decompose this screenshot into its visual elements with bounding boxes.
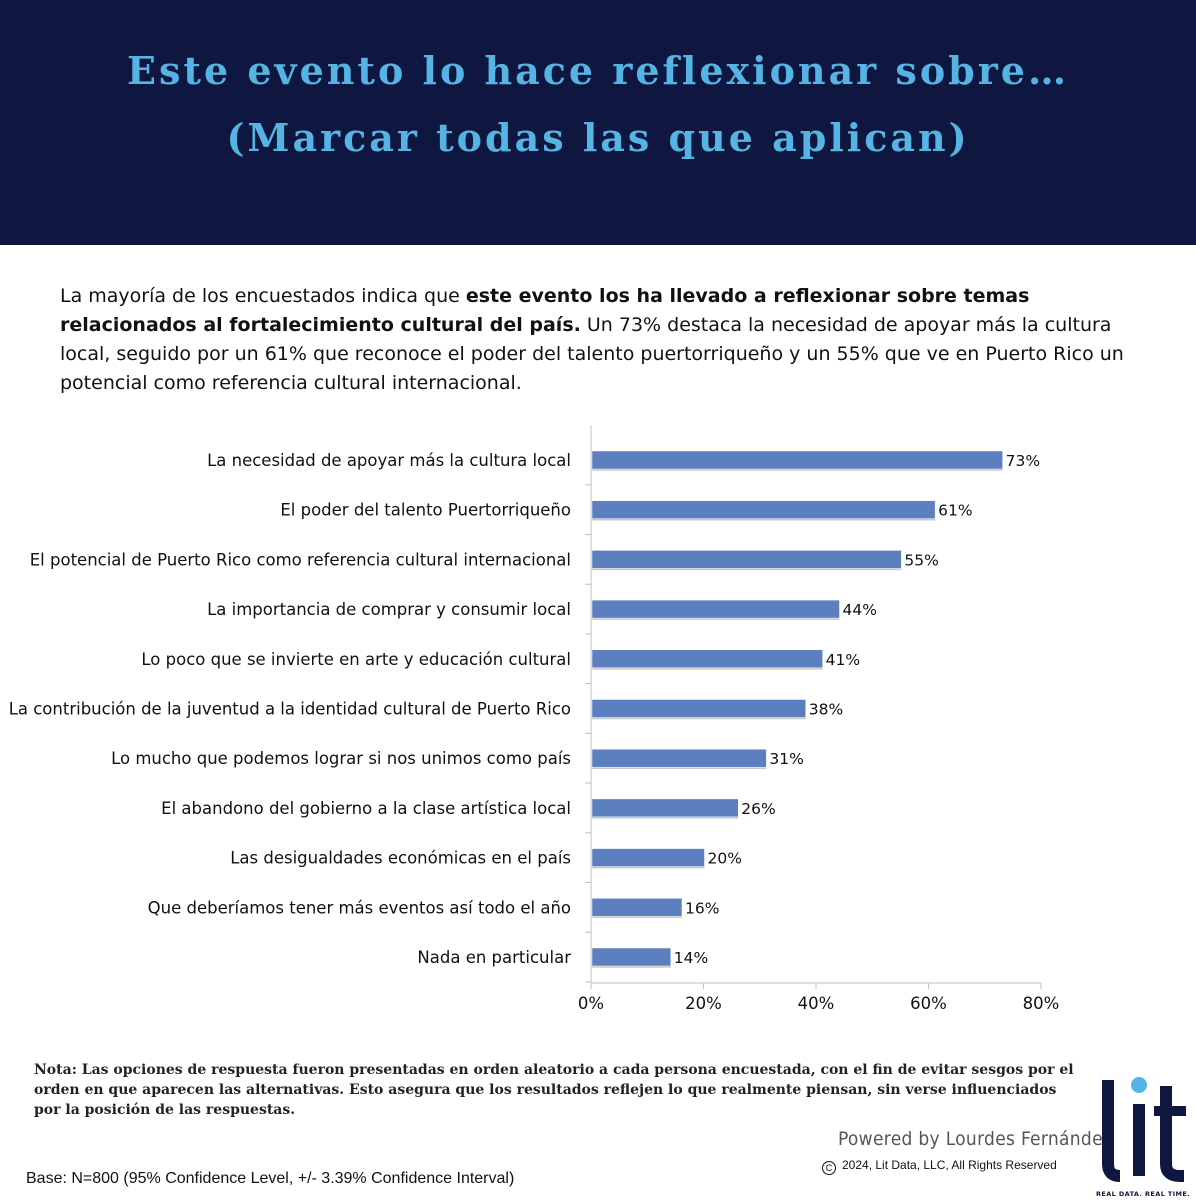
copyright-text: C 2024, Lit Data, LLC, All Rights Reserve… [822, 1158, 1057, 1175]
bar [591, 599, 840, 619]
logo-l-stroke [1102, 1080, 1121, 1182]
bar [591, 649, 823, 669]
logo-t-stroke [1160, 1086, 1184, 1182]
bar [591, 798, 739, 818]
data-label: 14% [674, 949, 708, 967]
bar [591, 450, 1003, 470]
methodology-note: Nota: Las opciones de respuesta fueron p… [34, 1060, 1084, 1120]
lit-logo: REAL DATA. REAL TIME. [1096, 1077, 1190, 1198]
copyright-icon: C [822, 1161, 836, 1175]
bar [591, 748, 767, 768]
bar-chart: La necesidad de apoyar más la cultura lo… [9, 425, 1060, 1013]
note-text: : Las opciones de respuesta fueron prese… [34, 1062, 1074, 1118]
category-label: Nada en particular [417, 948, 571, 967]
data-label: 41% [826, 651, 860, 669]
data-label: 26% [741, 800, 775, 818]
data-label: 38% [809, 701, 843, 719]
x-tick-label: 0% [578, 994, 604, 1013]
data-label: 61% [938, 502, 972, 520]
category-label: El abandono del gobierno a la clase artí… [161, 799, 571, 818]
bar [591, 947, 671, 967]
category-label: El potencial de Puerto Rico como referen… [30, 550, 571, 569]
category-label: El poder del talento Puertorriqueño [280, 501, 571, 520]
x-tick-label: 60% [910, 994, 947, 1013]
category-label: Lo mucho que podemos lograr si nos unimo… [111, 749, 571, 768]
category-label: Las desigualdades económicas en el país [230, 849, 571, 868]
bar [591, 898, 683, 917]
intro-text-bold: este evento los ha llevado a reflexionar… [60, 285, 1030, 336]
bar [591, 500, 936, 519]
logo-tagline: REAL DATA. REAL TIME. [1096, 1190, 1190, 1198]
x-tick-label: 80% [1023, 994, 1060, 1013]
logo-i-stroke [1133, 1104, 1145, 1176]
category-label: La necesidad de apoyar más la cultura lo… [207, 451, 571, 470]
data-label: 16% [685, 899, 719, 917]
base-footnote: Base: N=800 (95% Confidence Level, +/- 3… [26, 1170, 515, 1187]
bar [591, 550, 902, 569]
logo-dot [1131, 1077, 1147, 1093]
category-label: Que deberíamos tener más eventos así tod… [148, 898, 571, 917]
data-label: 20% [708, 850, 742, 868]
bar [591, 848, 705, 867]
logo-t-crossbar [1154, 1106, 1186, 1116]
category-label: La importancia de comprar y consumir loc… [207, 600, 571, 619]
intro-paragraph: La mayoría de los encuestados indica que… [60, 282, 1150, 398]
data-label: 73% [1006, 452, 1040, 470]
data-label: 55% [904, 551, 938, 569]
data-label: 31% [769, 750, 803, 768]
category-label: Lo poco que se invierte en arte y educac… [141, 650, 571, 669]
powered-by-text: Powered by Lourdes Fernández [838, 1128, 1113, 1150]
bar [591, 699, 806, 718]
note-label: Nota [34, 1062, 72, 1078]
data-label: 44% [843, 601, 877, 619]
page-subtitle: (Marcar todas las que aplican) [226, 115, 970, 160]
page-title: Este evento lo hace reflexionar sobre… [127, 48, 1069, 93]
category-label: La contribución de la juventud a la iden… [9, 700, 571, 719]
copyright-label: 2024, Lit Data, LLC, All Rights Reserved [842, 1158, 1057, 1172]
x-tick-label: 20% [685, 994, 722, 1013]
intro-text-2: Un 73% destaca la necesidad de apoyar má… [60, 314, 1124, 394]
header-banner: Este evento lo hace reflexionar sobre… (… [0, 0, 1196, 245]
intro-text-1: La mayoría de los encuestados indica que [60, 285, 466, 307]
x-tick-label: 40% [798, 994, 835, 1013]
